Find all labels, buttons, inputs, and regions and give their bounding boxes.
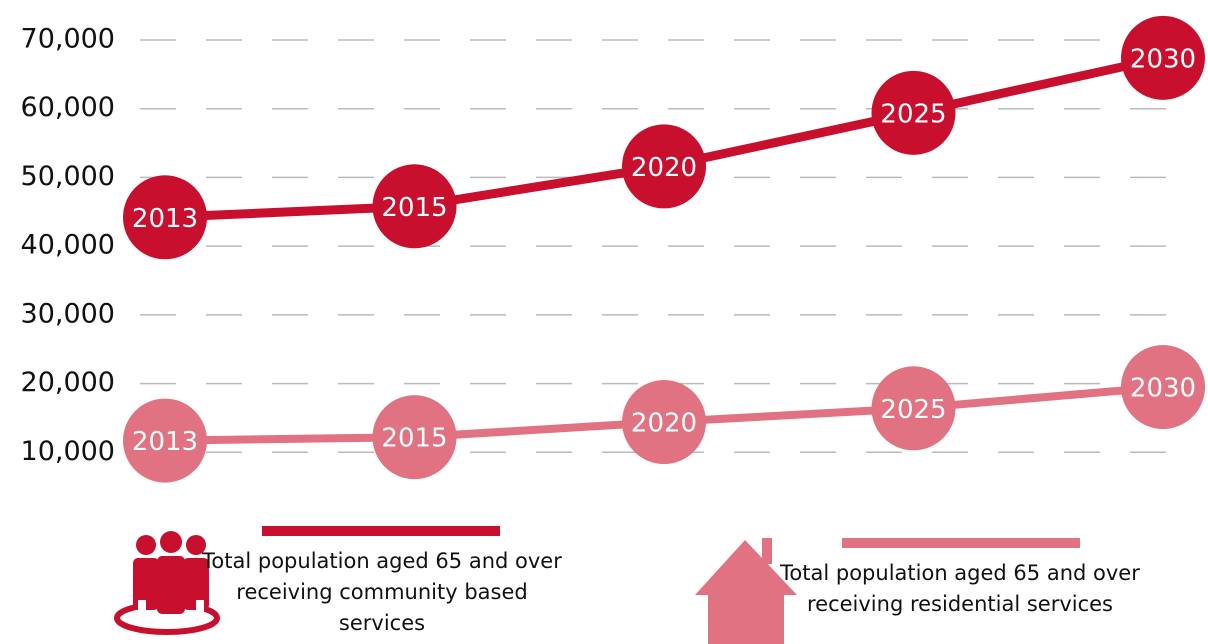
point-marker (622, 380, 706, 465)
legend-label: Total population aged 65 and over receiv… (780, 561, 1140, 616)
point-category-label: 2015 (381, 424, 447, 454)
legend-label: Total population aged 65 and over receiv… (202, 549, 562, 635)
point-marker (372, 395, 457, 480)
point-marker (1121, 15, 1205, 100)
y-tick-label: 50,000 (21, 161, 115, 192)
point-category-label: 2025 (880, 395, 946, 425)
point-marker (622, 124, 706, 209)
y-tick-label: 30,000 (21, 298, 115, 329)
point-category-label: 2030 (1130, 44, 1196, 74)
y-tick-label: 70,000 (21, 24, 115, 55)
y-tick-label: 60,000 (21, 92, 115, 123)
point-category-label: 2030 (1130, 374, 1196, 404)
point-category-label: 2015 (381, 193, 447, 223)
point-category-label: 2025 (880, 99, 946, 129)
point-marker (871, 70, 956, 155)
point-marker (372, 164, 457, 249)
point-category-label: 2013 (132, 427, 198, 457)
point-marker (123, 398, 207, 483)
point-marker (871, 366, 956, 451)
point-marker (123, 175, 207, 260)
people-icon (114, 531, 220, 635)
point-category-label: 2020 (631, 409, 697, 439)
y-tick-label: 20,000 (21, 367, 115, 398)
point-category-label: 2020 (631, 153, 697, 183)
y-tick-label: 10,000 (21, 436, 115, 467)
point-marker (1121, 345, 1205, 430)
house-icon (695, 538, 797, 644)
marks: 2013 2015 2020 2025 2030 2013 2015 2020 2025 2030 (123, 15, 1205, 483)
grid (140, 39, 1180, 454)
point-category-label: 2013 (132, 204, 198, 234)
y-tick-label: 40,000 (21, 230, 115, 261)
